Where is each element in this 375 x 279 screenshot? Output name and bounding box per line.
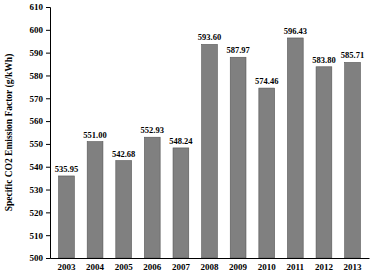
x-tick: 2004 <box>86 258 105 272</box>
x-tick-label: 2003 <box>57 262 75 272</box>
x-tick-label: 2008 <box>201 262 220 272</box>
x-tick-label: 2013 <box>344 262 363 272</box>
y-tick: 530 <box>30 185 51 195</box>
y-tick: 520 <box>30 208 51 218</box>
bar <box>230 57 246 258</box>
y-tick: 550 <box>30 139 51 149</box>
y-tick: 540 <box>30 162 51 172</box>
bar <box>144 137 160 258</box>
data-label: 548.24 <box>169 136 193 146</box>
y-tick-label: 510 <box>30 231 44 241</box>
bar <box>316 67 332 258</box>
y-tick-mark <box>46 167 50 168</box>
y-axis-line <box>46 8 51 259</box>
bar <box>259 88 275 258</box>
data-label: 587.97 <box>226 45 250 55</box>
data-label: 583.80 <box>312 55 335 65</box>
x-tick: 2003 <box>57 258 75 272</box>
x-tick-label: 2012 <box>315 262 334 272</box>
data-label: 542.68 <box>112 149 135 159</box>
bars <box>59 38 361 258</box>
data-labels: 535.95 551.00 542.68 552.93 548.24 593.60 587.… <box>55 26 364 174</box>
y-tick-mark <box>46 30 50 31</box>
y-tick-label: 540 <box>30 162 44 172</box>
y-tick: 500 <box>30 253 51 263</box>
y-tick-mark <box>46 7 50 8</box>
y-axis-title: Specific CO2 Emission Factor (g/kWh) <box>4 54 15 212</box>
y-tick-mark <box>46 235 50 236</box>
bar <box>173 148 189 258</box>
data-label: 574.46 <box>255 76 278 86</box>
y-tick-mark <box>46 75 50 76</box>
x-tick-label: 2009 <box>229 262 248 272</box>
bar <box>116 161 132 258</box>
data-label: 552.93 <box>141 125 164 135</box>
y-tick-mark <box>46 121 50 122</box>
y-tick-label: 600 <box>30 25 44 35</box>
y-tick-mark <box>46 212 50 213</box>
bar <box>345 62 361 258</box>
x-tick: 2010 <box>258 258 277 272</box>
x-tick: 2013 <box>344 258 363 272</box>
y-tick-mark <box>46 190 50 191</box>
data-label: 535.95 <box>55 164 78 174</box>
x-tick: 2009 <box>229 258 248 272</box>
x-axis: 2003 2004 2005 2006 2007 2008 2009 2010 2011 2012… <box>51 258 370 272</box>
y-tick-label: 580 <box>30 71 44 81</box>
y-tick: 560 <box>30 116 51 126</box>
y-tick-mark <box>46 258 50 259</box>
y-tick: 570 <box>30 94 51 104</box>
x-tick: 2005 <box>115 258 134 272</box>
x-tick-label: 2010 <box>258 262 277 272</box>
y-tick-label: 570 <box>30 94 44 104</box>
x-tick: 2008 <box>201 258 220 272</box>
y-tick-mark <box>46 53 50 54</box>
y-axis: 500 510 520 530 540 550 560 570 580 590 600 610 <box>30 2 51 263</box>
y-tick-label: 550 <box>30 139 44 149</box>
y-tick: 600 <box>30 25 51 35</box>
y-tick: 580 <box>30 71 51 81</box>
data-label: 551.00 <box>83 130 106 140</box>
y-tick-label: 610 <box>30 2 44 12</box>
x-tick-label: 2006 <box>143 262 162 272</box>
y-tick: 510 <box>30 231 51 241</box>
plot: 500 510 520 530 540 550 560 570 580 590 600 610 2003… <box>30 2 370 272</box>
y-tick-label: 590 <box>30 48 44 58</box>
chart: 500 510 520 530 540 550 560 570 580 590 600 610 2003… <box>0 0 375 279</box>
y-tick-label: 560 <box>30 116 44 126</box>
x-tick: 2012 <box>315 258 334 272</box>
bar <box>59 176 75 258</box>
y-tick: 610 <box>30 2 51 12</box>
data-label: 596.43 <box>284 26 307 36</box>
x-axis-line <box>51 258 370 259</box>
y-tick-mark <box>46 144 50 145</box>
y-tick-label: 520 <box>30 208 44 218</box>
x-tick: 2007 <box>172 258 191 272</box>
y-tick: 590 <box>30 48 51 58</box>
x-tick: 2006 <box>143 258 162 272</box>
bar <box>287 38 303 258</box>
x-tick-label: 2011 <box>287 262 305 272</box>
x-tick: 2011 <box>287 258 305 272</box>
y-tick-mark <box>46 98 50 99</box>
y-tick-label: 530 <box>30 185 44 195</box>
x-tick-label: 2007 <box>172 262 191 272</box>
y-tick-label: 500 <box>30 253 44 263</box>
x-tick-label: 2004 <box>86 262 105 272</box>
bar <box>87 142 103 258</box>
data-label: 585.71 <box>341 50 364 60</box>
bar <box>202 44 218 258</box>
data-label: 593.60 <box>198 32 221 42</box>
x-tick-label: 2005 <box>115 262 134 272</box>
